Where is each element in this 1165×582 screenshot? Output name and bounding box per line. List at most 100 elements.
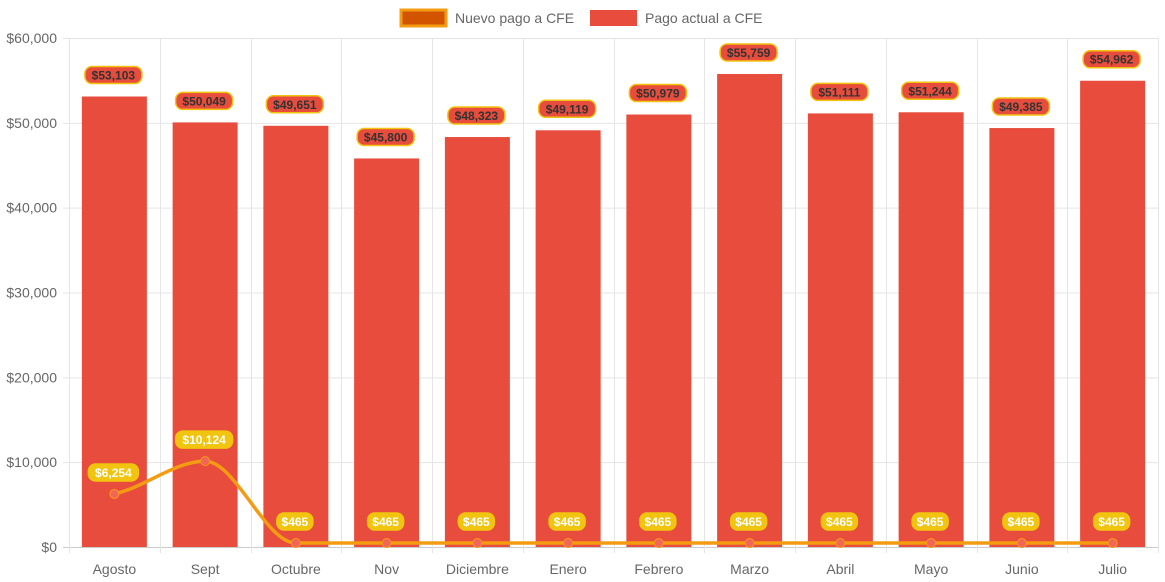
- bar-data-label: $51,244: [900, 81, 960, 101]
- x-tick-label: Marzo: [730, 561, 769, 577]
- x-tick-label: Abril: [826, 561, 854, 577]
- bar-data-label-bg: [537, 99, 597, 119]
- line-data-label-text: $6,254: [95, 466, 132, 480]
- bar-data-label-text: $54,962: [1090, 53, 1134, 67]
- y-axis: $0 $10,000 $20,000 $30,000 $40,000 $50,000 $60…: [6, 30, 57, 555]
- legend-item-nuevo-pago[interactable]: Nuevo pago a CFE: [399, 8, 574, 28]
- y-tick-label: $50,000: [6, 115, 57, 131]
- line-data-label-bg: [1002, 512, 1040, 531]
- line-series: [109, 456, 1118, 549]
- y-tick-label: $10,000: [6, 454, 57, 470]
- bar-data-label: $55,759: [719, 43, 778, 62]
- bar-data-label: $45,800: [356, 127, 415, 147]
- bar-data-label-text: $49,385: [999, 100, 1043, 114]
- line-data-label-bg: [366, 512, 405, 531]
- line-point: [200, 456, 211, 467]
- line-point: [472, 538, 483, 549]
- line-data-label: $465: [639, 512, 677, 531]
- bar: [172, 122, 238, 547]
- x-tick-label: Enero: [549, 561, 587, 577]
- line-point: [1107, 538, 1118, 549]
- bar: [535, 130, 601, 548]
- bar: [444, 137, 510, 548]
- line-data-label-text: $10,124: [182, 433, 226, 447]
- line-data-label-bg: [174, 430, 234, 449]
- line-data-label-text: $465: [1008, 515, 1035, 529]
- line-data-label: $10,124: [174, 430, 234, 449]
- x-tick-label: Junio: [1005, 561, 1039, 577]
- legend-label-pago-actual: Pago actual a CFE: [645, 10, 763, 26]
- line-data-label: $465: [1002, 512, 1040, 531]
- line-data-label: $465: [457, 512, 496, 531]
- legend-label-nuevo-pago: Nuevo pago a CFE: [455, 10, 574, 26]
- bar: [989, 128, 1055, 547]
- line-data-label-text: $465: [372, 515, 399, 529]
- line-data-label: $465: [820, 512, 859, 531]
- bar: [717, 73, 783, 547]
- line-point: [563, 538, 574, 549]
- x-tick-label: Julio: [1098, 561, 1127, 577]
- bar-data-label-bg: [1082, 49, 1141, 69]
- bar-data-label-bg: [265, 95, 325, 114]
- bar-data-label-bg: [991, 97, 1051, 116]
- x-tick-label: Nov: [374, 561, 399, 577]
- legend-swatch-nuevo-pago: [399, 8, 448, 28]
- bar-data-label-bg: [356, 127, 415, 147]
- bar-data-label-text: $49,651: [273, 98, 317, 112]
- x-tick-label: Febrero: [634, 561, 683, 577]
- bar-data-label: $54,962: [1082, 49, 1141, 69]
- line-data-label-bg: [639, 512, 677, 531]
- bar-data-label-text: $53,103: [92, 69, 136, 83]
- bar-data-label: $51,111: [810, 82, 869, 102]
- line-point: [926, 538, 937, 549]
- bar: [263, 125, 329, 548]
- y-tick-label: $20,000: [6, 369, 57, 385]
- line-data-label: $6,254: [87, 463, 140, 482]
- bar-data-label-text: $50,049: [182, 94, 226, 108]
- bar-data-label-text: $51,111: [818, 85, 860, 99]
- line-data-label-bg: [548, 512, 586, 531]
- line-point: [381, 538, 392, 549]
- line-data-label-text: $465: [1098, 515, 1125, 529]
- bar: [626, 114, 692, 548]
- y-tick-label: $30,000: [6, 285, 57, 301]
- x-axis: Agosto Sept Octubre Nov Diciembre Enero Febrer…: [93, 561, 1128, 577]
- bar-data-label-bg: [900, 81, 960, 101]
- line-data-label-bg: [87, 463, 140, 482]
- legend-swatch-pago-actual: [590, 10, 637, 26]
- x-tick-label: Agosto: [93, 561, 137, 577]
- line-point: [1016, 538, 1027, 549]
- line-point: [835, 538, 846, 549]
- line-data-label: $465: [729, 512, 768, 531]
- line-data-label-bg: [729, 512, 768, 531]
- line-data-label-bg: [911, 512, 949, 531]
- x-tick-label: Octubre: [271, 561, 321, 577]
- line-data-label-text: $465: [282, 515, 309, 529]
- line-point: [109, 488, 120, 499]
- line-data-label: $465: [1092, 512, 1131, 531]
- bar-data-label-bg: [719, 43, 778, 62]
- bar-data-label: $48,323: [447, 106, 506, 125]
- bar-data-label-text: $51,244: [908, 84, 952, 98]
- line-data-label: $465: [366, 512, 405, 531]
- bar: [1080, 80, 1146, 547]
- bar-data-label-text: $50,979: [636, 87, 680, 101]
- bars: [81, 73, 1146, 548]
- bar-data-label: $49,651: [265, 95, 325, 114]
- bar: [354, 158, 420, 548]
- line-data-label-bg: [457, 512, 496, 531]
- line-point: [290, 538, 301, 549]
- bar-data-label-bg: [628, 83, 688, 103]
- x-tick-label: Mayo: [914, 561, 948, 577]
- bar-data-label: $53,103: [84, 65, 143, 85]
- y-tick-label: $40,000: [6, 200, 57, 216]
- legend-item-pago-actual[interactable]: Pago actual a CFE: [590, 10, 763, 26]
- line-data-label-bg: [1092, 512, 1131, 531]
- line-data-label-text: $465: [645, 515, 672, 529]
- bar-data-label-bg: [84, 65, 143, 85]
- line-data-label-text: $465: [917, 515, 944, 529]
- bar: [807, 113, 873, 547]
- line-point: [653, 538, 664, 549]
- bar: [898, 112, 964, 548]
